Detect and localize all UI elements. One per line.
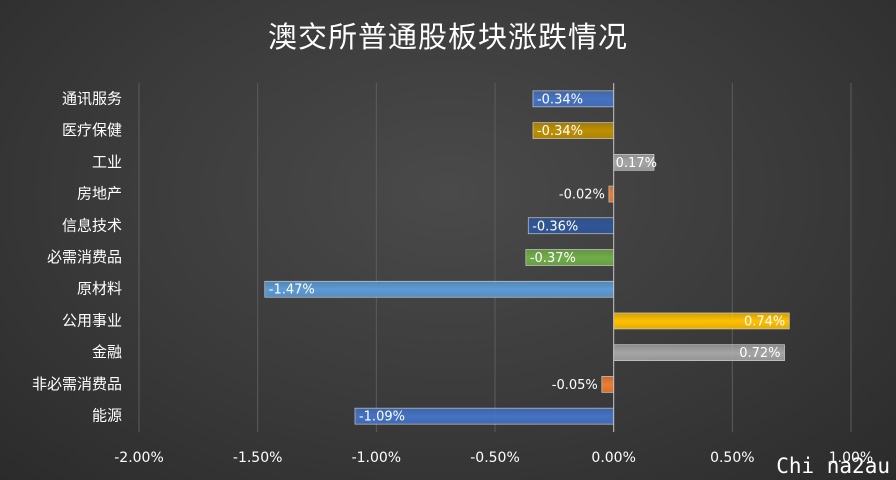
category-label: 通讯服务 — [62, 89, 122, 107]
x-tick-label: 0.00% — [591, 450, 635, 466]
category-label: 信息技术 — [62, 216, 122, 234]
data-label: -0.05% — [552, 378, 598, 393]
category-label: 工业 — [92, 153, 122, 171]
bar — [601, 376, 614, 393]
x-tick-label: 0.50% — [710, 450, 754, 466]
data-label: -0.02% — [559, 188, 605, 203]
data-label: -1.47% — [269, 283, 315, 298]
category-label: 原材料 — [77, 280, 122, 298]
watermark: Chi na2au — [776, 454, 890, 478]
data-label: -0.37% — [530, 251, 576, 266]
bar — [608, 185, 614, 203]
data-label: -1.09% — [359, 410, 405, 425]
x-tick-label: -1.50% — [233, 450, 283, 466]
bar — [264, 280, 614, 298]
category-label: 金融 — [92, 343, 122, 361]
data-label: 0.74% — [744, 314, 785, 329]
x-tick-label: -0.50% — [470, 450, 520, 466]
data-label: 0.72% — [739, 346, 780, 361]
data-label: -0.34% — [537, 92, 583, 107]
x-tick-label: 1.00% — [829, 450, 873, 466]
category-label: 医疗保健 — [62, 121, 122, 139]
data-label: -0.34% — [537, 124, 583, 139]
category-label: 必需消费品 — [47, 248, 122, 266]
category-label: 房地产 — [77, 185, 122, 203]
category-label: 能源 — [92, 407, 122, 425]
x-tick-label: -1.00% — [352, 450, 402, 466]
data-label: 0.17% — [616, 156, 657, 171]
category-label: 公用事业 — [62, 311, 122, 329]
x-tick-label: -2.00% — [114, 450, 164, 466]
chart-title: 澳交所普通股板块涨跌情况 — [267, 20, 628, 54]
category-label: 非必需消费品 — [32, 375, 122, 393]
data-label: -0.36% — [532, 219, 578, 234]
